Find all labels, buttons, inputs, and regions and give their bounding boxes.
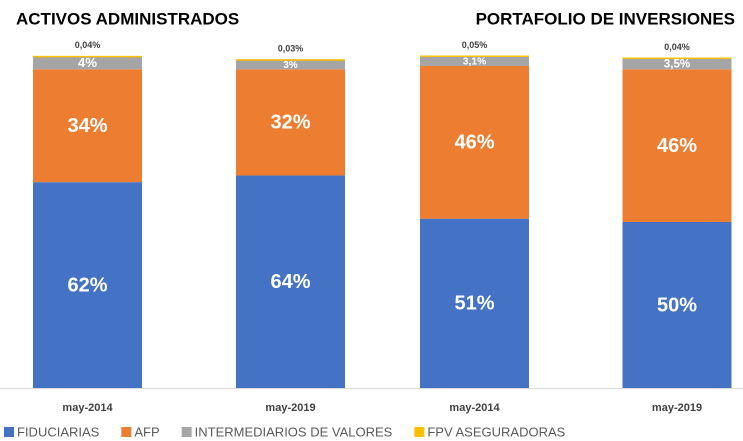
value-label: 64% — [270, 271, 310, 293]
legend-label: AFP — [134, 424, 159, 439]
bar-segment — [236, 69, 345, 176]
legend-label: FIDUCIARIAS — [17, 424, 100, 439]
bar-segment — [622, 222, 732, 388]
x-tick-label: may-2019 — [265, 402, 315, 414]
value-label: 0,04% — [664, 42, 690, 52]
bar-segment — [236, 59, 345, 61]
bar-segment — [420, 218, 529, 388]
legend-label: INTERMEDIARIOS DE VALORES — [195, 424, 393, 439]
legend-label: FPV ASEGURADORAS — [427, 424, 565, 439]
value-label: 4% — [78, 55, 97, 70]
chart-title: PORTAFOLIO DE INVERSIONES — [476, 9, 735, 28]
chart-title: ACTIVOS ADMINISTRADOS — [16, 9, 239, 28]
legend-swatch — [121, 427, 132, 437]
bar-segment — [420, 55, 529, 66]
legend-swatch — [181, 427, 192, 437]
value-label: 3,1% — [463, 57, 486, 68]
value-label: 32% — [270, 112, 310, 134]
bar-segment — [622, 69, 732, 222]
bar-segment — [236, 175, 345, 388]
bar-segment — [420, 55, 529, 58]
bar-segment — [622, 57, 732, 60]
value-label: 50% — [657, 294, 697, 316]
value-label: 34% — [67, 115, 107, 137]
bar-segment — [33, 55, 142, 58]
bar-segment — [420, 65, 529, 219]
bar-segment — [33, 182, 142, 388]
value-label: 51% — [454, 293, 494, 315]
value-label: 62% — [67, 274, 107, 296]
legend-swatch — [414, 427, 425, 437]
x-tick-label: may-2014 — [62, 402, 113, 414]
x-tick-label: may-2019 — [652, 402, 702, 414]
x-tick-label: may-2014 — [449, 402, 500, 414]
bar-segment — [33, 69, 142, 183]
bar-segment — [236, 59, 345, 70]
value-label: 0,03% — [278, 44, 304, 54]
bar-segment — [33, 56, 142, 70]
value-label: 46% — [454, 132, 494, 154]
value-label: 0,05% — [462, 40, 488, 50]
value-label: 3,5% — [664, 58, 691, 71]
legend-swatch — [4, 427, 14, 437]
value-label: 3% — [283, 60, 298, 71]
value-label: 46% — [657, 135, 697, 157]
bar-segment — [622, 57, 732, 70]
value-label: 0,04% — [75, 40, 101, 50]
